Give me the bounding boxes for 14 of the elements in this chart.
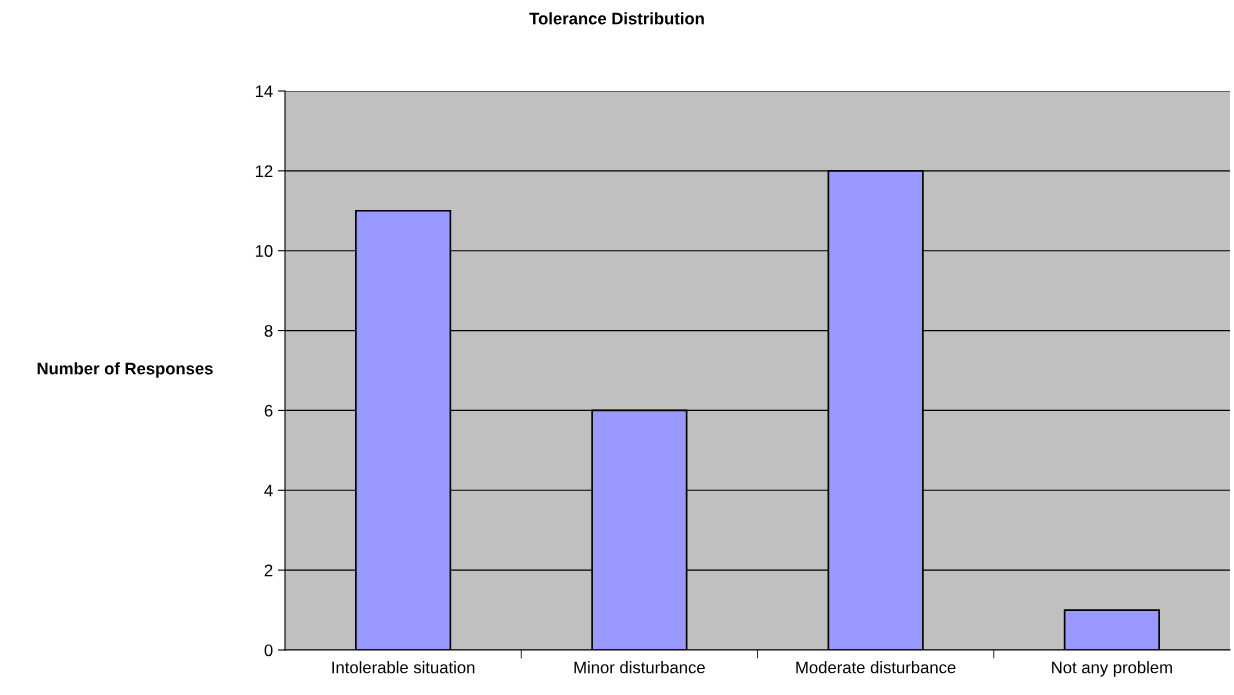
x-tick-label: Moderate disturbance [796, 661, 956, 674]
y-axis-title: Number of Responses [37, 362, 213, 378]
x-tick-label: Minor disturbance [574, 661, 705, 674]
y-tick-label: 2 [264, 564, 273, 577]
y-tick-label: 12 [255, 165, 273, 177]
y-tick-label: 4 [264, 484, 273, 497]
y-tick-label: 14 [255, 85, 273, 98]
x-tick-label: Intolerable situation [332, 661, 475, 674]
y-tick-label: 6 [264, 404, 273, 417]
y-tick-label: 10 [255, 245, 273, 257]
y-tick-label: 8 [264, 324, 273, 337]
y-tick-label: 0 [264, 644, 273, 657]
x-tick-label: Not any problem [1052, 661, 1172, 677]
chart-title: Tolerance Distribution [529, 12, 704, 25]
